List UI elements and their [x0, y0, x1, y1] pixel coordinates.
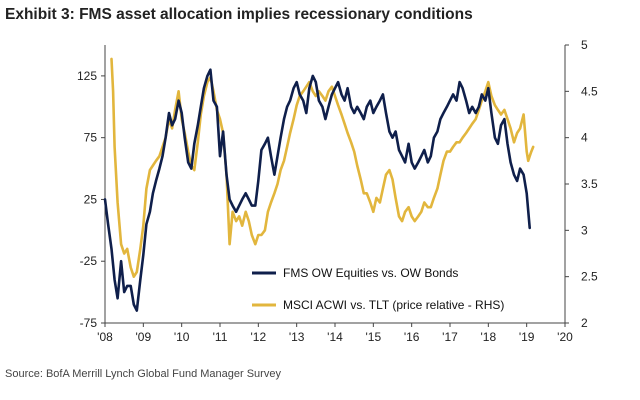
series-line-msci-acwi-vs-tlt: [110, 57, 535, 278]
x-tick-label: '18: [481, 330, 497, 344]
legend-label: FMS OW Equities vs. OW Bonds: [283, 266, 458, 280]
x-tick-label: '13: [289, 330, 305, 344]
x-tick-label: '16: [404, 330, 420, 344]
right-axis-ticks: 5 4.5 4 3.5 3 2.5 2: [565, 38, 598, 330]
x-tick-label: '17: [442, 330, 458, 344]
x-tick-label: '12: [251, 330, 267, 344]
right-tick-label: 2: [581, 316, 588, 330]
x-tick-label: '08: [97, 330, 113, 344]
left-tick-label: 125: [77, 69, 97, 83]
right-tick-label: 4.5: [581, 84, 598, 98]
right-tick-label: 2.5: [581, 270, 598, 284]
right-tick-label: 3.5: [581, 177, 598, 191]
series-layer: [103, 57, 535, 312]
x-tick-label: '10: [174, 330, 190, 344]
legend: FMS OW Equities vs. OW Bonds MSCI ACWI vs…: [252, 266, 504, 312]
left-tick-label: -75: [80, 316, 98, 330]
right-tick-label: 5: [581, 38, 588, 52]
source-note: Source: BofA Merrill Lynch Global Fund M…: [5, 368, 281, 380]
x-tick-label: '15: [366, 330, 382, 344]
legend-label: MSCI ACWI vs. TLT (price relative - RHS): [283, 298, 504, 312]
left-tick-label: -25: [80, 254, 98, 268]
right-tick-label: 3: [581, 223, 588, 237]
x-tick-label: '09: [136, 330, 152, 344]
left-tick-label: 25: [84, 192, 98, 206]
x-tick-label: '20: [557, 330, 573, 344]
chart-title: Exhibit 3: FMS asset allocation implies …: [5, 6, 473, 23]
series-line-fms-ow-equities: [103, 68, 531, 312]
x-tick-label: '14: [327, 330, 343, 344]
x-tick-label: '11: [213, 330, 228, 344]
right-tick-label: 4: [581, 131, 588, 145]
left-axis-ticks: 125 75 25 -25 -75: [77, 69, 105, 330]
x-tick-label: '19: [519, 330, 535, 344]
left-tick-label: 75: [84, 131, 98, 145]
x-axis-ticks: '08 '09 '10 '11 '12 '13 '14 '15 '16 '17 '18 '19 '20: [97, 323, 573, 344]
